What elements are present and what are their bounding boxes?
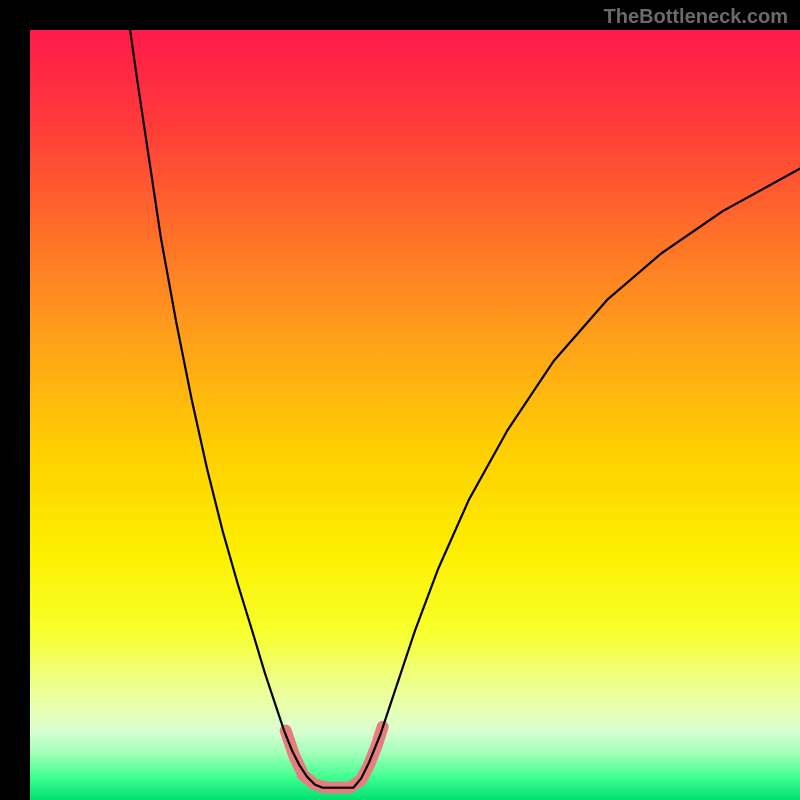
bottleneck-curve (130, 30, 800, 788)
highlight-sweet-spot (286, 727, 383, 788)
curve-layer (30, 30, 800, 800)
watermark-text: TheBottleneck.com (604, 6, 788, 29)
bottleneck-plot (30, 30, 800, 800)
